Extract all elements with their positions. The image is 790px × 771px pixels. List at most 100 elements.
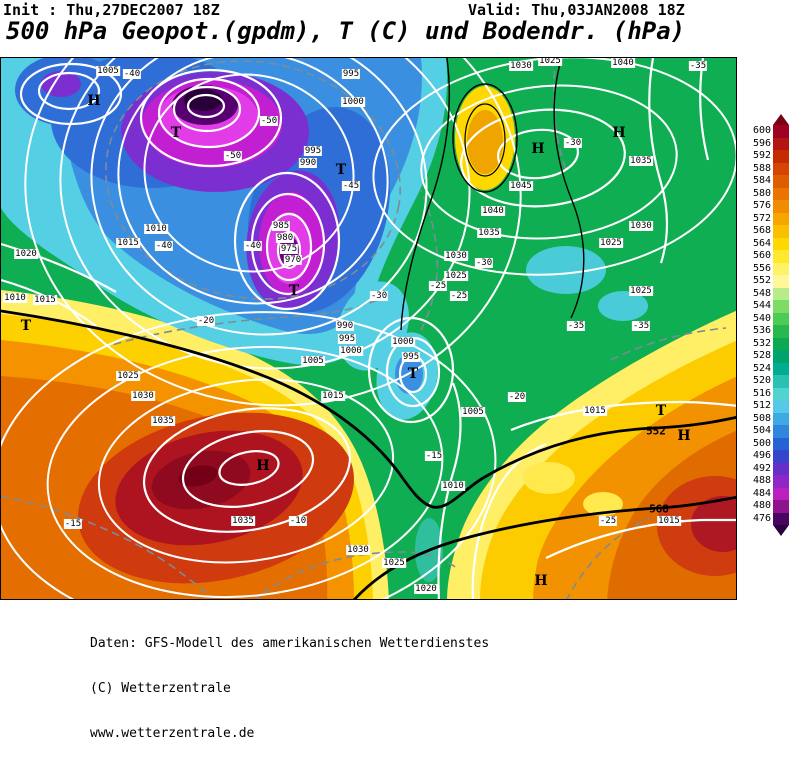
colorbar-arrow-up-icon <box>773 114 789 125</box>
pressure-label: 1010 <box>144 224 168 234</box>
pressure-label: 1040 <box>611 58 635 68</box>
colorbar-chip <box>773 300 789 313</box>
colorbar-value: 588 <box>752 162 771 174</box>
colorbar-row: 536 <box>747 325 789 338</box>
temperature-label: -10 <box>288 516 308 526</box>
colorbar-chip <box>773 337 789 350</box>
pressure-center-marker: H <box>534 573 548 589</box>
colorbar-row: 480 <box>747 500 789 513</box>
colorbar-value: 504 <box>752 425 771 436</box>
footer-line-daten: Daten: GFS-Modell des amerikanischen Wet… <box>90 636 490 651</box>
temperature-label: -30 <box>369 291 389 301</box>
colorbar-value: 580 <box>752 187 771 199</box>
pressure-label: 990 <box>298 158 318 168</box>
colorbar-row: 544 <box>747 300 789 313</box>
pressure-center-marker: H <box>612 125 626 141</box>
temperature-label: -30 <box>474 258 494 268</box>
colorbar-chip <box>773 475 789 488</box>
pressure-label: 1030 <box>444 251 468 261</box>
colorbar-row: 596 <box>747 137 789 150</box>
colorbar-row: 560 <box>747 250 789 263</box>
pressure-label: 1045 <box>509 181 533 191</box>
pressure-label: 1015 <box>657 516 681 526</box>
pressure-label: 1010 <box>3 293 27 303</box>
temperature-label: -40 <box>122 69 142 79</box>
footer-credits: Daten: GFS-Modell des amerikanischen Wet… <box>90 606 489 771</box>
temperature-label: -40 <box>243 241 263 251</box>
pressure-label: 980 <box>275 233 295 243</box>
colorbar-chip <box>773 312 789 325</box>
colorbar-value: 600 <box>752 125 771 136</box>
colorbar-row: 524 <box>747 362 789 375</box>
pressure-center-marker: T <box>170 125 182 141</box>
temperature-label: -20 <box>196 316 216 326</box>
colorbar-value: 584 <box>752 175 771 186</box>
colorbar-value: 492 <box>752 462 771 474</box>
colorbar-chip <box>773 450 789 463</box>
pressure-label: 1035 <box>477 228 501 238</box>
colorbar-value: 560 <box>752 250 771 261</box>
pressure-label: 985 <box>271 221 291 231</box>
colorbar-value: 480 <box>752 500 771 511</box>
temperature-label: -25 <box>449 291 469 301</box>
colorbar-value: 572 <box>752 212 771 224</box>
footer-line-copyright: (C) Wetterzentrale <box>90 681 231 696</box>
colorbar-row: 528 <box>747 350 789 363</box>
pressure-label: 1025 <box>382 558 406 568</box>
chart-title: 500 hPa Geopot.(gpdm), T (C) und Bodendr… <box>6 17 686 45</box>
colorbar-chip <box>773 487 789 500</box>
colorbar-row: 508 <box>747 412 789 425</box>
colorbar-value: 576 <box>752 200 771 211</box>
pressure-center-marker: T <box>335 162 347 178</box>
colorbar-arrow-down-icon <box>773 525 789 536</box>
temperature-label: -20 <box>507 392 527 402</box>
colorbar-chip <box>773 375 789 388</box>
init-time: Init : Thu,27DEC2007 18Z <box>3 1 220 19</box>
colorbar-row: 572 <box>747 212 789 225</box>
pressure-label: 970 <box>283 255 303 265</box>
colorbar-chip <box>773 200 789 213</box>
colorbar-value: 520 <box>752 375 771 386</box>
colorbar-value: 548 <box>752 287 771 299</box>
pressure-label: 1025 <box>116 371 140 381</box>
pressure-label: 1000 <box>339 346 363 356</box>
colorbar-chip <box>773 237 789 250</box>
pressure-label: 1025 <box>538 57 562 66</box>
colorbar-value: 536 <box>752 325 771 336</box>
colorbar-value: 564 <box>752 237 771 249</box>
temperature-label: -30 <box>563 138 583 148</box>
pressure-center-marker: H <box>531 141 545 157</box>
map-area: 1005 -40 995 1000 H T -50 -50 995 990 T -45 985 980 97… <box>0 57 737 600</box>
pressure-label: 1040 <box>481 206 505 216</box>
pressure-label: 1035 <box>629 156 653 166</box>
pressure-center-marker: T <box>407 366 419 382</box>
colorbar-value: 544 <box>752 300 771 311</box>
colorbar-chip <box>773 350 789 363</box>
colorbar-rows: 600 596 592 588 584 580 576 572 568 564 560 556 552 5… <box>747 125 789 525</box>
pressure-label: 1035 <box>151 416 175 426</box>
weather-chart-page: Init : Thu,27DEC2007 18Z Valid: Thu,03JA… <box>0 1 789 741</box>
colorbar-value: 516 <box>752 387 771 399</box>
colorbar-chip <box>773 462 789 475</box>
colorbar-chip <box>773 500 789 513</box>
colorbar-row: 548 <box>747 287 789 300</box>
colorbar-row: 484 <box>747 487 789 500</box>
colorbar-row: 576 <box>747 200 789 213</box>
colorbar-value: 476 <box>752 512 771 524</box>
pressure-label: 1025 <box>629 286 653 296</box>
colorbar-chip <box>773 150 789 163</box>
pressure-label: 1005 <box>461 407 485 417</box>
pressure-label: 1015 <box>321 391 345 401</box>
colorbar-row: 492 <box>747 462 789 475</box>
colorbar-value: 512 <box>752 400 771 411</box>
colorbar-row: 540 <box>747 312 789 325</box>
colorbar-value: 596 <box>752 137 771 149</box>
pressure-label: 1015 <box>116 238 140 248</box>
temperature-label: -25 <box>428 281 448 291</box>
temperature-label: -15 <box>424 451 444 461</box>
pressure-label: 1005 <box>96 66 120 76</box>
valid-time: Valid: Thu,03JAN2008 18Z <box>468 1 685 19</box>
colorbar-row: 552 <box>747 275 789 288</box>
colorbar-row: 588 <box>747 162 789 175</box>
colorbar-value: 568 <box>752 225 771 236</box>
